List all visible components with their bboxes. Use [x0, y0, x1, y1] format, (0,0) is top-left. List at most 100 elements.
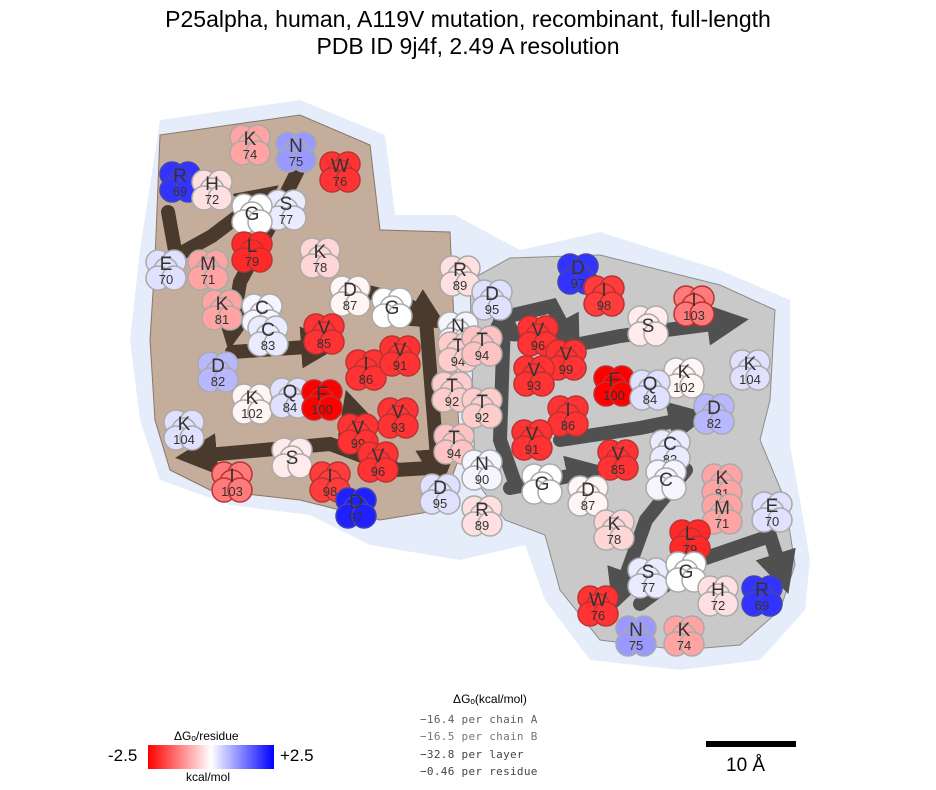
- residue-letter: V: [318, 318, 331, 339]
- residue-number: 74: [677, 638, 691, 653]
- residue-number: 86: [359, 372, 373, 387]
- residue-letter: V: [352, 418, 365, 439]
- residue-letter: N: [289, 136, 303, 157]
- residue-b-T92: T92: [461, 387, 503, 429]
- residue-number: 84: [643, 392, 657, 407]
- residue-letter: G: [245, 204, 260, 225]
- residue-blob: [161, 265, 187, 291]
- residue-letter: G: [679, 562, 694, 583]
- residue-a-T92: T92: [431, 371, 473, 413]
- residue-letter: D: [581, 480, 595, 501]
- residue-number: 96: [371, 464, 385, 479]
- residue-letter: Q: [643, 374, 658, 395]
- residue-b-Q84: Q84: [629, 369, 671, 411]
- colorbar-title: ΔGₒ/residue: [174, 729, 239, 743]
- residue-letter: G: [535, 474, 550, 495]
- residue-a-V93: V93: [377, 397, 419, 439]
- residue-letter: N: [451, 316, 465, 337]
- residue-blob: [717, 509, 743, 535]
- residue-letter: L: [247, 236, 258, 257]
- residue-blob: [767, 507, 793, 533]
- residue-a-S77: S77: [265, 189, 307, 231]
- residue-number: 103: [221, 484, 243, 499]
- residue-blob: [317, 395, 343, 421]
- residue-a-S: S: [271, 437, 313, 479]
- residue-blob: [527, 435, 553, 461]
- residue-letter: T: [476, 330, 488, 351]
- residue-b-I86: I86: [547, 395, 589, 437]
- residue-blob: [395, 351, 421, 377]
- residue-letter: K: [678, 620, 691, 641]
- residue-b-V91: V91: [511, 419, 553, 461]
- residue-number: 95: [433, 496, 447, 511]
- residue-letter: H: [205, 174, 219, 195]
- residue-b-C: C: [645, 459, 687, 501]
- residue-letter: M: [714, 498, 730, 519]
- residue-letter: R: [453, 260, 467, 281]
- residue-number: 93: [527, 378, 541, 393]
- residue-blob: [613, 455, 639, 481]
- residue-letter: G: [385, 298, 400, 319]
- residue-a-K78: K78: [299, 237, 341, 279]
- residue-number: 78: [607, 532, 621, 547]
- residue-blob: [263, 331, 289, 357]
- residue-number: 97: [571, 276, 585, 291]
- residue-number: 91: [525, 442, 539, 457]
- residue-blob: [631, 631, 657, 657]
- residue-blob: [315, 253, 341, 279]
- residue-number: 89: [475, 518, 489, 533]
- residue-number: 92: [475, 410, 489, 425]
- residue-letter: D: [707, 398, 721, 419]
- residue-number: 83: [261, 338, 275, 353]
- residue-number: 94: [451, 354, 465, 369]
- residue-number: 98: [323, 484, 337, 499]
- residue-number: 71: [715, 516, 729, 531]
- residue-b-V93: V93: [513, 355, 555, 397]
- colorbar-unit: kcal/mol: [186, 770, 231, 784]
- residue-letter: F: [316, 384, 328, 405]
- residue-blob: [227, 477, 253, 503]
- residue-a-N75: N75: [275, 131, 317, 173]
- residue-a-C83: C83: [247, 315, 289, 357]
- residue-blob: [757, 591, 783, 617]
- residue-a-H72: H72: [191, 169, 233, 211]
- residue-blob: [643, 321, 669, 347]
- residue-letter: S: [286, 448, 299, 469]
- residue-blob: [207, 185, 233, 211]
- residue-blob: [477, 341, 503, 367]
- residue-letter: I: [565, 400, 570, 421]
- residue-blob: [477, 403, 503, 429]
- residue-letter: D: [571, 258, 585, 279]
- residue-blob: [319, 329, 345, 355]
- residue-blob: [487, 295, 513, 321]
- beta-strand-arrow: [553, 401, 711, 447]
- residue-number: 90: [475, 472, 489, 487]
- residue-letter: K: [244, 129, 257, 150]
- residue-number: 94: [447, 446, 461, 461]
- residue-a-G: G: [371, 287, 413, 329]
- residue-letter: F: [608, 370, 620, 391]
- residue-letter: I: [363, 354, 368, 375]
- residue-a-V91: V91: [379, 335, 421, 377]
- residue-letter: D: [485, 284, 499, 305]
- residue-a-I98: I98: [309, 461, 351, 503]
- residue-number: 100: [311, 402, 333, 417]
- residue-blob: [563, 411, 589, 437]
- residue-letter: C: [663, 434, 677, 455]
- residue-letter: E: [766, 496, 779, 517]
- residue-letter: W: [589, 590, 607, 611]
- chain-a-residues: R69H72K74N75W76S77GL79E70M71K78K81C80C83…: [145, 124, 481, 529]
- residue-number: 70: [765, 514, 779, 529]
- residue-blob: [561, 355, 587, 381]
- residue-blob: [373, 457, 399, 483]
- residue-blob: [593, 601, 619, 627]
- residue-b-S: S: [627, 305, 669, 347]
- colorbar: [148, 745, 274, 769]
- residue-number: 98: [597, 298, 611, 313]
- residue-number: 104: [739, 372, 761, 387]
- residue-number: 74: [243, 147, 257, 162]
- residue-blob: [179, 425, 205, 451]
- residue-number: 79: [245, 254, 259, 269]
